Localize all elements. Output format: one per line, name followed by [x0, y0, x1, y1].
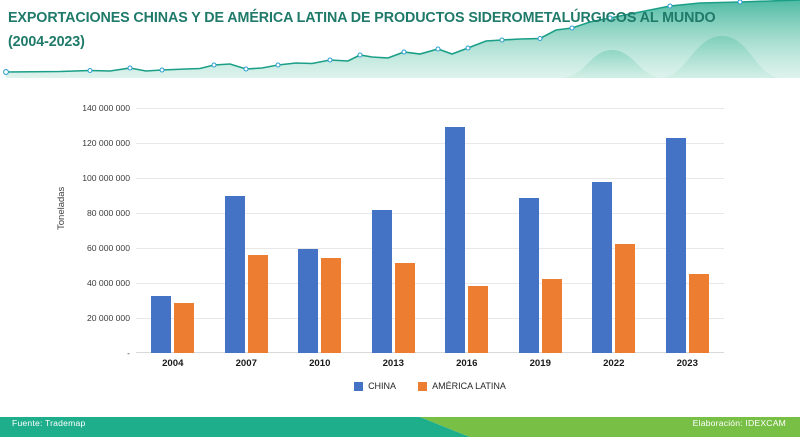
bar-américa-latina-2019[interactable] [541, 278, 562, 353]
plot-area: - 20 000 000 40 000 000 60 000 000 80 000 00… [82, 103, 724, 358]
y-axis-tick-label: 40 000 000 [86, 278, 130, 288]
x-axis-tick-label: 2007 [235, 358, 257, 369]
gridline [136, 318, 724, 319]
bar-group [651, 108, 725, 353]
legend-item-china[interactable]: CHINA [354, 381, 396, 391]
bar-china-2016[interactable] [445, 127, 466, 353]
legend-swatch [418, 381, 428, 391]
bar-china-2022[interactable] [592, 181, 613, 353]
bar-américa-latina-2013[interactable] [394, 263, 415, 353]
x-axis-tick-label: 2013 [382, 358, 404, 369]
bar-china-2007[interactable] [224, 196, 245, 353]
chart-legend: CHINA AMÉRICA LATINA [136, 381, 724, 391]
bar-china-2010[interactable] [298, 248, 319, 353]
legend-label: AMÉRICA LATINA [432, 381, 506, 391]
bar-group [136, 108, 210, 353]
x-axis-tick-label: 2023 [676, 358, 698, 369]
footer-source-label: Fuente: Trademap [12, 418, 86, 428]
footer-band [0, 417, 800, 437]
bar-group [504, 108, 578, 353]
bar-américa-latina-2023[interactable] [688, 273, 709, 353]
bar-china-2019[interactable] [518, 198, 539, 353]
y-axis-tick-label: 20 000 000 [86, 313, 130, 323]
y-axis-tick-label: 60 000 000 [86, 243, 130, 253]
legend-label: CHINA [368, 381, 397, 391]
x-axis-tick-label: 2004 [162, 358, 184, 369]
x-axis-tick-label: 2022 [603, 358, 625, 369]
bar-group [577, 108, 651, 353]
x-axis-labels: 2004 2007 2010 2013 2016 2019 2022 2023 [136, 358, 724, 369]
bar-américa-latina-2007[interactable] [247, 254, 268, 353]
bar-china-2023[interactable] [665, 137, 686, 353]
x-axis-tick-label: 2019 [529, 358, 551, 369]
bar-américa-latina-2022[interactable] [615, 243, 636, 353]
bar-china-2013[interactable] [371, 210, 392, 353]
bar-américa-latina-2004[interactable] [174, 302, 195, 353]
header: EXPORTACIONES CHINAS Y DE AMÉRICA LATINA… [0, 0, 800, 92]
gridline [136, 178, 724, 179]
footer-elaboration-label: Elaboración: IDEXCAM [692, 418, 786, 428]
bar-china-2004[interactable] [151, 296, 172, 353]
legend-swatch [354, 381, 364, 391]
page-title: EXPORTACIONES CHINAS Y DE AMÉRICA LATINA… [8, 6, 798, 54]
x-axis-tick-label: 2010 [309, 358, 331, 369]
y-axis-tick-label: 100 000 000 [82, 173, 130, 183]
y-axis-tick-label: 140 000 000 [82, 103, 130, 113]
gridline [136, 213, 724, 214]
gridline [136, 283, 724, 284]
bar-group [357, 108, 431, 353]
gridline [136, 143, 724, 144]
gridline [136, 248, 724, 249]
x-axis-tick-label: 2016 [456, 358, 478, 369]
y-axis-tick-label: 120 000 000 [82, 138, 130, 148]
bar-group [430, 108, 504, 353]
header-sparkline-decoration [3, 0, 800, 78]
y-axis-tick-label: 80 000 000 [86, 208, 130, 218]
chart-area: Toneladas -20 000 000 40 000 000 60 000 00… [0, 92, 800, 405]
bar-américa-latina-2010[interactable] [321, 258, 342, 353]
bar-group [283, 108, 357, 353]
footer: Fuente: Trademap Elaboración: IDEXCAM [0, 405, 800, 446]
gridline [136, 108, 724, 109]
page-title-line1: EXPORTACIONES CHINAS Y DE AMÉRICA LATINA… [8, 10, 716, 26]
bar-américa-latina-2016[interactable] [468, 285, 489, 353]
bar-groups [136, 108, 724, 353]
bar-group [210, 108, 284, 353]
y-axis-tick-label: - [127, 348, 130, 358]
page-title-line2: (2004-2023) [8, 34, 85, 50]
legend-item-américa-latina[interactable]: AMÉRICA LATINA [418, 381, 506, 391]
x-axis-line [136, 352, 724, 353]
